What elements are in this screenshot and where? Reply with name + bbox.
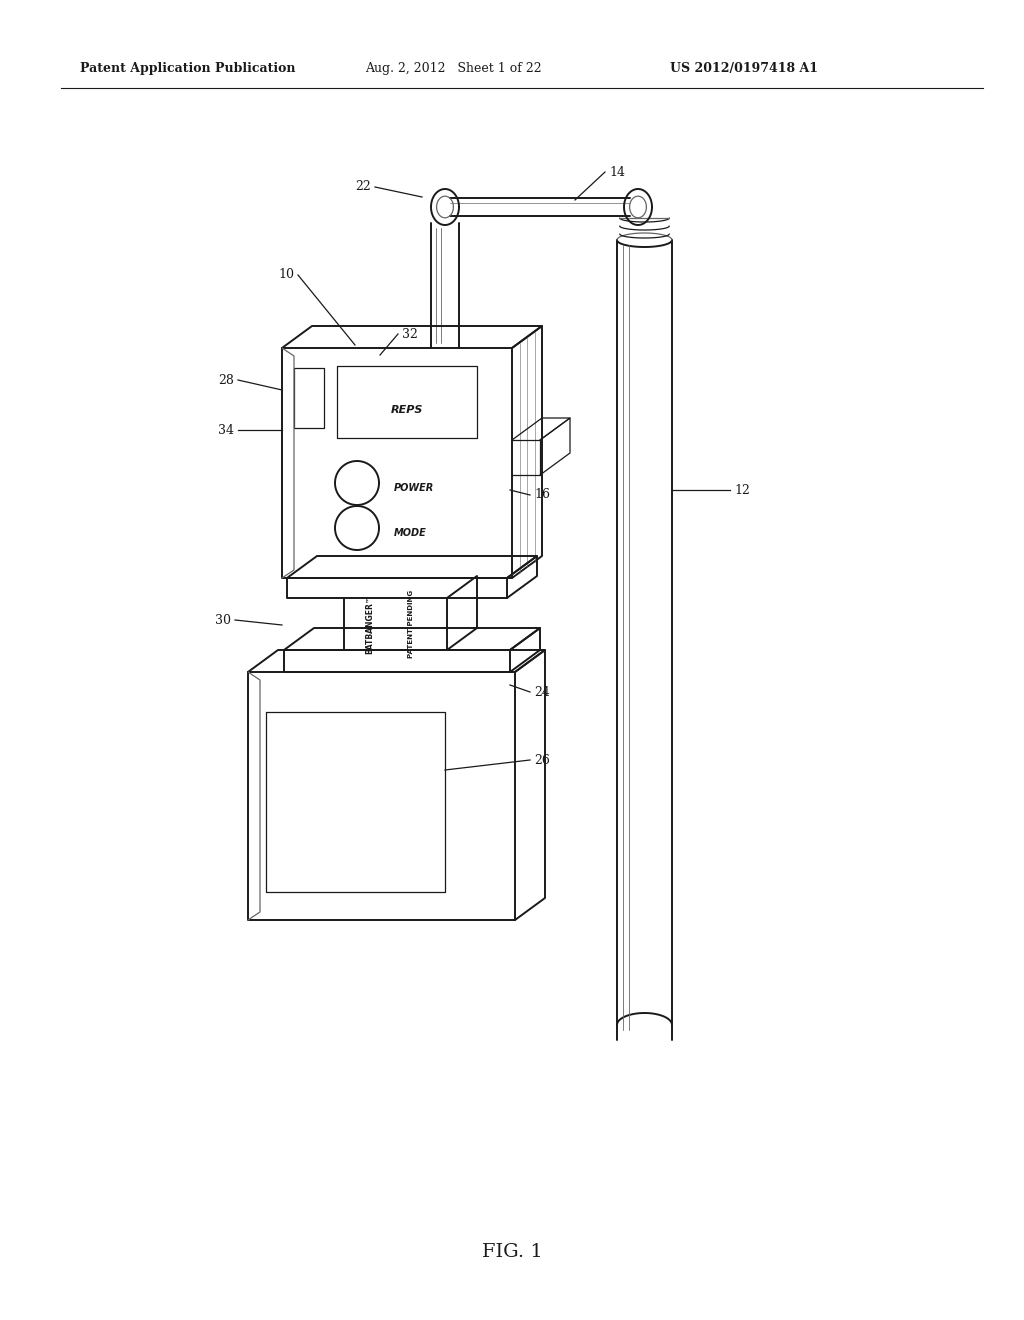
Text: 14: 14	[609, 165, 625, 178]
Text: 22: 22	[355, 181, 371, 194]
Text: 12: 12	[734, 483, 750, 496]
Text: 34: 34	[218, 424, 234, 437]
Text: PATENT PENDING: PATENT PENDING	[408, 590, 414, 659]
Text: MODE: MODE	[394, 528, 427, 539]
Text: 32: 32	[402, 327, 418, 341]
Text: 28: 28	[218, 374, 234, 387]
Text: POWER: POWER	[394, 483, 434, 492]
Text: Aug. 2, 2012   Sheet 1 of 22: Aug. 2, 2012 Sheet 1 of 22	[365, 62, 542, 75]
Text: 26: 26	[534, 754, 550, 767]
Text: BATBANGER™: BATBANGER™	[366, 594, 374, 653]
Text: Patent Application Publication: Patent Application Publication	[80, 62, 296, 75]
Text: 30: 30	[215, 614, 231, 627]
Text: REPS: REPS	[391, 405, 423, 414]
Text: 10: 10	[278, 268, 294, 281]
Text: 24: 24	[534, 685, 550, 698]
Text: US 2012/0197418 A1: US 2012/0197418 A1	[670, 62, 818, 75]
Text: 16: 16	[534, 488, 550, 502]
Text: FIG. 1: FIG. 1	[481, 1243, 543, 1261]
